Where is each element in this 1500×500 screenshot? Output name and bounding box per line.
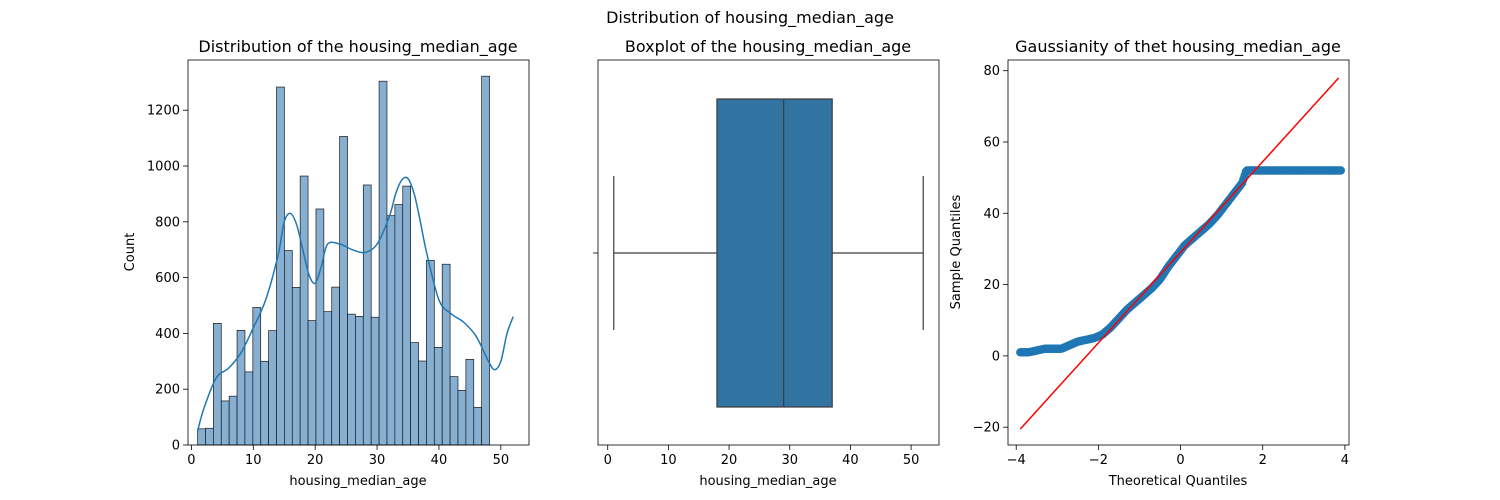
histogram-bar [465,359,475,446]
qq-title: Gaussianity of thet housing_median_age [1015,37,1341,57]
qq-x-tick-label: −2 [1089,453,1108,468]
histogram-y-tick-label: 200 [155,383,180,398]
histogram-panel: Distribution of the housing_median_age 0… [123,37,530,489]
boxplot-x-label: housing_median_age [699,474,836,489]
histogram-x-ticks: 0 10 20 30 40 50 [187,445,509,468]
histogram-x-tick-label: 20 [307,453,324,468]
histogram-bar [433,347,443,446]
boxplot-x-tick-label: 10 [660,453,677,468]
histogram-bar [205,427,214,446]
histogram-bar [457,389,467,446]
figure-title: Distribution of housing_median_age [606,8,894,28]
qq-point [1336,166,1345,175]
boxplot-axes-frame [597,59,940,446]
histogram-axes-frame [187,59,530,446]
histogram-bar [449,376,459,446]
histogram-bar [386,215,396,446]
kde-curve [196,176,514,432]
histogram-bar [291,287,301,446]
histogram-bars [197,75,490,446]
qq-y-tick-label: 20 [983,278,1000,293]
boxplot-body [613,98,924,408]
histogram-title: Distribution of the housing_median_age [198,37,517,57]
qq-y-tick-label: 0 [992,349,1000,364]
histogram-bar [220,400,230,446]
boxplot-title: Boxplot of the housing_median_age [625,37,911,57]
histogram-y-ticks: 0 200 400 600 800 1000 1200 [147,104,188,454]
histogram-bar [370,316,380,446]
histogram-bar [197,428,206,446]
histogram-x-tick-label: 30 [369,453,386,468]
histogram-bar [355,316,364,446]
histogram-bar [418,360,427,446]
histogram-bar [347,313,356,446]
histogram-x-tick-label: 40 [431,453,448,468]
histogram-bar [260,360,269,446]
histogram-bar [362,184,372,446]
boxplot-x-tick-label: 20 [721,453,738,468]
histogram-y-tick-label: 400 [155,327,180,342]
histogram-bar [339,136,348,446]
histogram-bar [394,204,404,446]
histogram-y-tick-label: 600 [155,271,180,286]
histogram-y-tick-label: 1200 [147,104,180,119]
histogram-bar [481,75,490,446]
histogram-bar [276,86,285,446]
boxplot-iqr-box [716,98,833,408]
boxplot-x-tick-label: 50 [903,453,920,468]
qq-x-tick-label: 2 [1259,453,1267,468]
qq-y-tick-label: −20 [973,421,1000,436]
histogram-y-tick-label: 0 [172,439,180,454]
boxplot-x-tick-label: 0 [604,453,612,468]
histogram-bar [410,342,419,446]
boxplot-panel: Boxplot of the housing_median_age 0 10 20 3… [593,37,940,489]
histogram-bar [331,286,340,446]
qq-y-tick-label: 80 [983,64,1000,79]
histogram-bar [284,250,293,446]
qq-x-label: Theoretical Quantiles [1108,474,1248,489]
histogram-bar [315,208,325,446]
qq-points [1016,166,1345,357]
histogram-y-tick-label: 1000 [147,160,180,175]
qq-axes-frame [1007,59,1350,446]
qq-y-label: Sample Quantiles [949,194,964,309]
boxplot-x-tick-label: 30 [781,453,798,468]
boxplot-x-tick-label: 40 [842,453,859,468]
qq-panel: Gaussianity of thet housing_median_age −… [949,37,1350,489]
histogram-x-tick-label: 50 [493,453,510,468]
qq-x-tick-label: −4 [1007,453,1026,468]
qq-reference-line [1019,77,1340,430]
histogram-bar [323,311,333,446]
histogram-bar [307,320,317,446]
histogram-bar [228,395,238,446]
histogram-bar [378,80,388,446]
histogram-bar [473,406,483,446]
histogram-x-tick-label: 0 [187,453,195,468]
qq-y-tick-label: 40 [983,207,1000,222]
histogram-bar [402,185,411,446]
qq-x-tick-label: 0 [1176,453,1184,468]
boxplot-x-ticks: 0 10 20 30 40 50 [604,445,920,468]
histogram-bar [268,330,277,446]
histogram-bar [252,307,262,446]
qq-x-ticks: −4 −2 0 2 4 [1007,445,1349,468]
histogram-x-tick-label: 10 [245,453,262,468]
histogram-y-tick-label: 800 [155,215,180,230]
histogram-bar [244,371,254,446]
histogram-bar [441,263,451,446]
histogram-bar [299,175,309,446]
histogram-bar [426,259,435,446]
histogram-bar [213,323,222,446]
qq-x-tick-label: 4 [1341,453,1349,468]
qq-y-ticks: −20 0 20 40 60 80 [973,64,1008,436]
histogram-x-label: housing_median_age [289,474,426,489]
qq-y-tick-label: 60 [983,135,1000,150]
histogram-y-label: Count [123,233,138,272]
